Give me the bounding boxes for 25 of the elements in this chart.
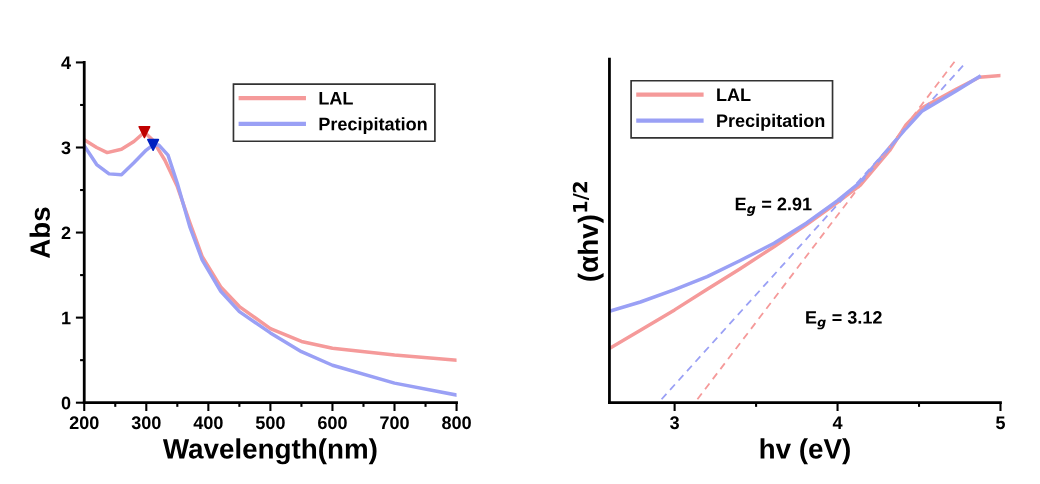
legend-label: LAL bbox=[319, 91, 353, 105]
legend-label: Precipitation bbox=[717, 113, 825, 131]
x-tick-label: 600 bbox=[318, 416, 347, 430]
x-tick-label: 200 bbox=[69, 416, 99, 430]
y-tick-label: 3 bbox=[61, 141, 71, 155]
legend-label: Precipitation bbox=[319, 117, 427, 135]
annotation: E$_{g}$ = 2.91 bbox=[735, 197, 812, 216]
x-axis-title: hv (eV) bbox=[760, 438, 850, 465]
x-tick-label: 400 bbox=[193, 416, 223, 430]
x-tick-label: 5 bbox=[996, 416, 1005, 430]
x-tick-label: 800 bbox=[442, 416, 471, 430]
y-axis-title: (αhv)$^{1/2}$ bbox=[572, 182, 604, 281]
y-tick-label: 1 bbox=[62, 311, 71, 325]
x-tick-label: 4 bbox=[832, 416, 843, 429]
y-tick-label: 2 bbox=[61, 226, 71, 240]
annotation: E$_{g}$ = 3.12 bbox=[806, 311, 882, 330]
x-axis-title: Wavelength(nm) bbox=[162, 438, 377, 465]
y-tick-label: 0 bbox=[61, 396, 71, 410]
y-tick-label: 4 bbox=[61, 56, 71, 69]
x-tick-label: 700 bbox=[380, 416, 409, 430]
x-tick-label: 500 bbox=[255, 416, 285, 430]
legend-label: LAL bbox=[717, 88, 751, 102]
y-axis-title: Abs bbox=[29, 207, 50, 259]
x-tick-label: 300 bbox=[131, 416, 161, 430]
x-tick-label: 3 bbox=[670, 416, 679, 430]
